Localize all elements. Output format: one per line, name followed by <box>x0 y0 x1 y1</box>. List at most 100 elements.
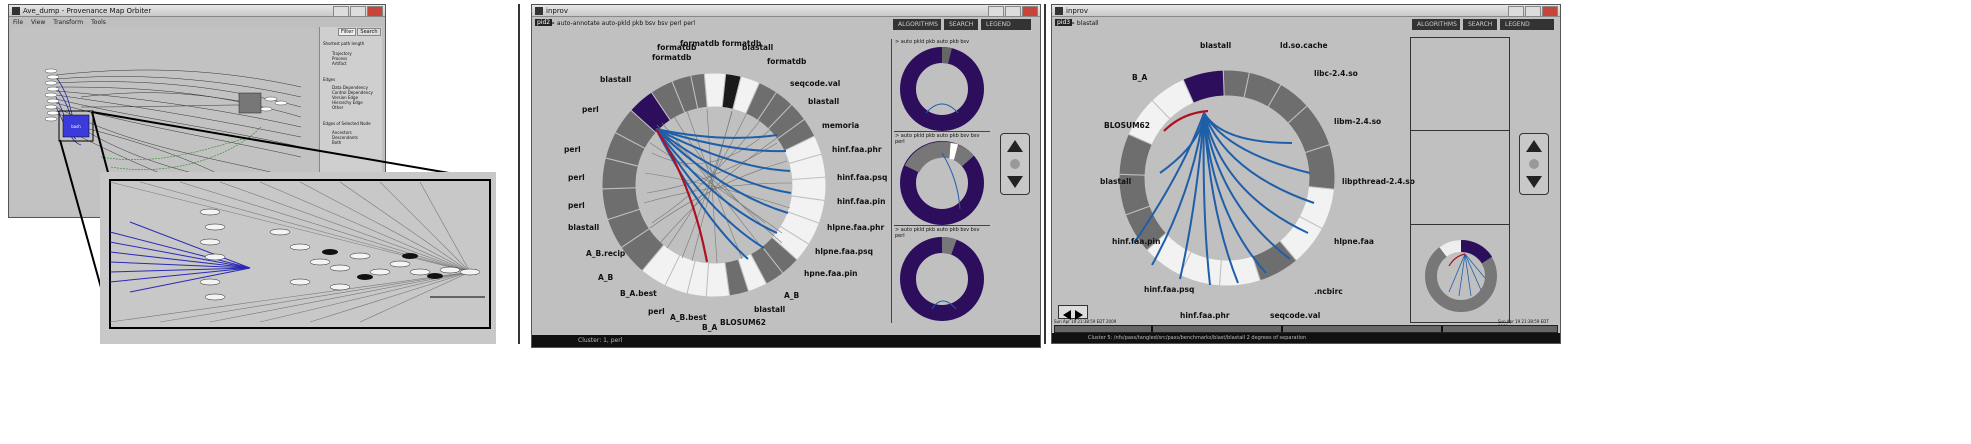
close-button[interactable] <box>1022 6 1038 16</box>
ring-segment[interactable] <box>705 261 731 298</box>
breadcrumb[interactable]: > auto-annotate auto-pkld pkb bsv bsv pe… <box>550 20 696 27</box>
scroll-center-icon[interactable] <box>1010 159 1020 169</box>
node-label[interactable]: BLOSUM62 <box>720 318 766 327</box>
node-label[interactable]: hlpne.faa.psq <box>815 247 873 256</box>
node-label[interactable]: hinf.faa.pin <box>837 197 886 206</box>
node-label[interactable]: blastall <box>568 223 600 232</box>
node-label[interactable]: libpthread-2.4.so <box>1342 177 1415 186</box>
maximize-button[interactable] <box>1005 6 1021 16</box>
preview-slot-3[interactable] <box>1411 226 1509 320</box>
radial-process-view[interactable] <box>1052 33 1402 323</box>
node-label[interactable]: hinf.faa.psq <box>837 173 888 182</box>
node-label[interactable]: hlpne.faa <box>1334 237 1374 246</box>
scroll-up-icon[interactable] <box>1007 140 1023 152</box>
status-bar: Cluster 5: /nfs/pass/tangled/src/pass/be… <box>1052 333 1560 343</box>
node-label[interactable]: perl <box>564 145 581 154</box>
node-label[interactable]: formatdb <box>657 43 697 52</box>
maximize-button[interactable] <box>1525 6 1541 16</box>
app-icon <box>535 7 543 15</box>
history-nav[interactable] <box>1058 305 1088 320</box>
radial-cluster-view[interactable] <box>532 33 892 333</box>
forward-arrow-icon[interactable] <box>1075 310 1083 320</box>
tab-search[interactable]: SEARCH <box>944 19 978 30</box>
node-label[interactable]: A_B <box>784 291 800 300</box>
tab-algorithms[interactable]: ALGORITHMS <box>1412 19 1460 30</box>
close-button[interactable] <box>1542 6 1558 16</box>
status-text: Cluster 5: /nfs/pass/tangled/src/pass/be… <box>1088 335 1307 341</box>
node-label[interactable]: perl <box>568 173 585 182</box>
tab-legend[interactable]: LEGEND <box>1500 19 1554 30</box>
node-label[interactable]: formatdb <box>652 53 692 62</box>
node-label[interactable]: hlpne.faa.phr <box>827 223 885 232</box>
timeline-slider[interactable] <box>1054 325 1558 333</box>
ring-segment[interactable] <box>1182 69 1225 104</box>
tab-search[interactable]: Search <box>357 28 381 36</box>
window-controls <box>1508 6 1558 16</box>
node-label[interactable]: hinf.faa.psq <box>1144 285 1195 294</box>
menu-transform[interactable]: Transform <box>53 19 84 26</box>
node-label[interactable]: perl <box>568 201 585 210</box>
preview-slot-1[interactable] <box>1411 38 1509 131</box>
ring-segment[interactable] <box>1304 143 1336 190</box>
node-label[interactable]: blastall <box>742 43 774 52</box>
node-label[interactable]: formatdb formatdb <box>680 39 762 48</box>
ring-segment[interactable] <box>1218 255 1262 287</box>
node-label[interactable]: libc-2.4.so <box>1314 69 1358 78</box>
minimize-button[interactable] <box>988 6 1004 16</box>
scroll-down-icon[interactable] <box>1007 176 1023 188</box>
scroll-down-icon[interactable] <box>1526 176 1542 188</box>
preview-slot-2[interactable] <box>1411 132 1509 225</box>
ring-segment[interactable] <box>690 72 708 110</box>
tab-algorithms[interactable]: ALGORITHMS <box>893 19 941 30</box>
inprov-titlebar: inprov <box>532 5 1040 17</box>
preview-column <box>1410 37 1510 323</box>
node-label[interactable]: perl <box>582 105 599 114</box>
node-label[interactable]: memoria <box>822 121 860 130</box>
menu-file[interactable]: File <box>13 19 24 26</box>
node-label[interactable]: blastall <box>754 305 786 314</box>
node-label[interactable]: blastall <box>808 97 840 106</box>
side-tabs: Filter Search <box>338 28 381 36</box>
scroll-center-icon[interactable] <box>1529 159 1539 169</box>
close-button[interactable] <box>367 6 383 16</box>
node-label[interactable]: B_A <box>1132 73 1148 82</box>
tab-search[interactable]: SEARCH <box>1463 19 1497 30</box>
minimize-button[interactable] <box>333 6 349 16</box>
node-label[interactable]: hpne.faa.pin <box>804 269 858 278</box>
minimize-button[interactable] <box>1508 6 1524 16</box>
node-label[interactable]: BLOSUM62 <box>1104 121 1150 130</box>
thumbnail-2[interactable]: > auto pkld pkb auto pkb bsv bsv perl <box>894 133 990 226</box>
inprov-title: inprov <box>1066 7 1088 15</box>
node-label[interactable]: A_B.recip <box>586 249 626 258</box>
legend-ancestors: Ancestors <box>332 130 352 135</box>
node-label[interactable]: ld.so.cache <box>1280 41 1328 50</box>
scroll-up-icon[interactable] <box>1526 140 1542 152</box>
node-label[interactable]: hinf.faa.phr <box>832 145 882 154</box>
thumbnail-3[interactable]: > auto pkld pkb auto pkb bsv bsv perl <box>894 227 990 321</box>
node-label[interactable]: hinf.faa.pin <box>1112 237 1161 246</box>
node-label[interactable]: blastall <box>1100 177 1132 186</box>
node-label[interactable]: A_B <box>598 273 614 282</box>
node-label[interactable]: blastall <box>600 75 632 84</box>
node-label[interactable]: formatdb <box>767 57 807 66</box>
breadcrumb[interactable]: > blastall <box>1070 20 1099 27</box>
back-arrow-icon[interactable] <box>1063 310 1071 320</box>
node-label[interactable]: blastall <box>1200 41 1232 50</box>
tab-filter[interactable]: Filter <box>338 28 357 36</box>
maximize-button[interactable] <box>350 6 366 16</box>
node-label[interactable]: seqcode.val <box>790 79 841 88</box>
node-label[interactable]: hinf.faa.phr <box>1180 311 1230 320</box>
node-label[interactable]: libm-2.4.so <box>1334 117 1382 126</box>
node-label[interactable]: B_A <box>702 323 718 332</box>
node-label[interactable]: seqcode.val <box>1270 311 1321 320</box>
thumbnail-scroller <box>1000 133 1030 195</box>
menu-tools[interactable]: Tools <box>91 19 106 26</box>
node-label[interactable]: A_B.best <box>670 313 707 322</box>
menu-view[interactable]: View <box>31 19 46 26</box>
node-label[interactable]: B_A.best <box>620 289 657 298</box>
tab-legend[interactable]: LEGEND <box>981 19 1031 30</box>
thumbnail-1[interactable]: > auto pkld pkb auto pkb bsv <box>894 39 990 132</box>
node-label[interactable]: .ncbirc <box>1314 287 1343 296</box>
node-label[interactable]: perl <box>648 307 665 316</box>
preview-ring <box>1425 240 1497 312</box>
